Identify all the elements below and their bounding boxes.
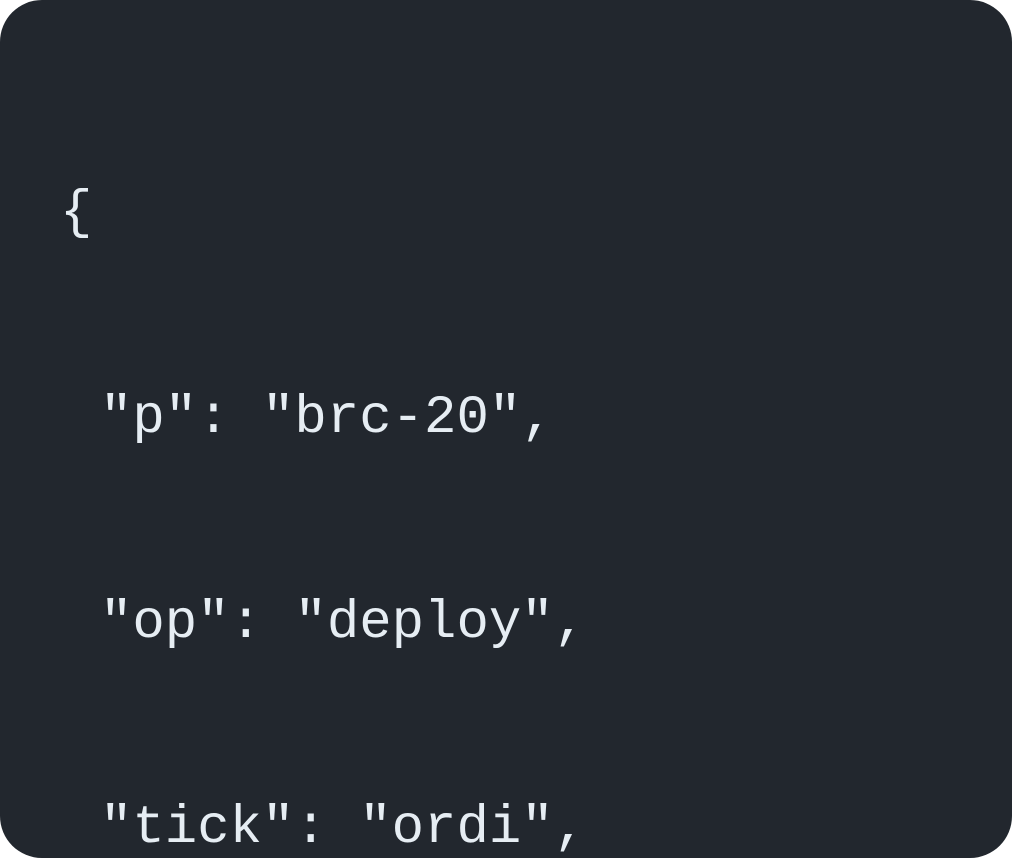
json-code-block: { "p": "brc-20", "op": "deploy", "tick":… — [0, 0, 1012, 858]
json-key: "p" — [100, 388, 197, 449]
json-comma: , — [554, 593, 586, 654]
json-comma: , — [554, 798, 586, 858]
json-entry-0: "p": "brc-20", — [60, 368, 952, 471]
json-key: "op" — [100, 593, 230, 654]
json-entry-1: "op": "deploy", — [60, 573, 952, 676]
json-colon: : — [230, 593, 295, 654]
json-comma: , — [521, 388, 553, 449]
json-value: "deploy" — [294, 593, 553, 654]
json-colon: : — [197, 388, 262, 449]
json-value: "brc-20" — [262, 388, 521, 449]
json-entry-2: "tick": "ordi", — [60, 778, 952, 858]
json-colon: : — [294, 798, 359, 858]
json-key: "tick" — [100, 798, 294, 858]
opening-brace: { — [60, 163, 952, 266]
json-value: "ordi" — [359, 798, 553, 858]
